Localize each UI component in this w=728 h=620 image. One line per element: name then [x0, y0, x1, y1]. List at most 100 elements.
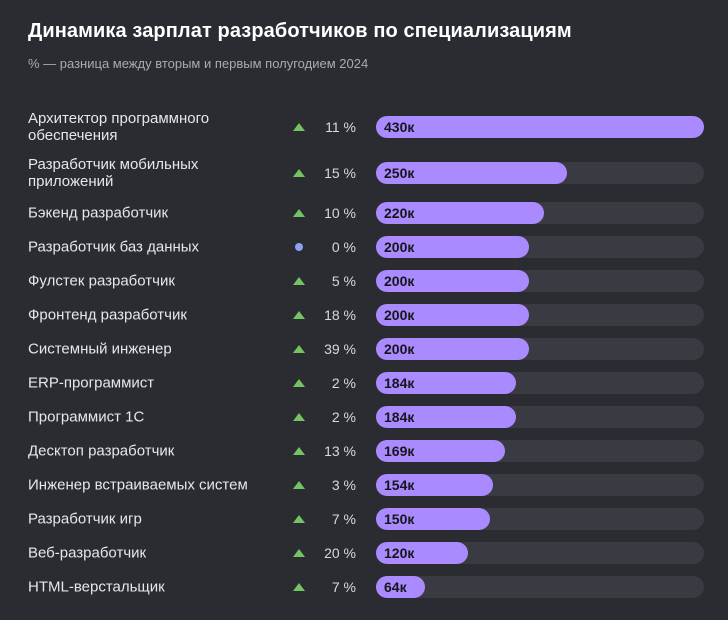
change-percent: 13 %	[324, 443, 356, 459]
bar-row: Десктоп разработчик 13 % 169к	[0, 434, 728, 468]
change-indicator	[292, 343, 306, 355]
change-indicator	[292, 121, 306, 133]
category-label: Десктоп разработчик	[28, 443, 290, 460]
change-percent: 18 %	[324, 307, 356, 323]
bar: 430к	[376, 116, 704, 138]
change-indicator	[292, 167, 306, 179]
bar-value-label: 150к	[384, 511, 415, 527]
change-percent: 20 %	[324, 545, 356, 561]
bar-value-label: 220к	[384, 205, 415, 221]
category-label-line: обеспечения	[28, 127, 118, 144]
bar-value-label: 154к	[384, 477, 415, 493]
change-indicator	[292, 445, 306, 457]
bar-track: 430к	[376, 116, 704, 138]
chart-rows: Архитектор программного обеспечения 11 % 43…	[0, 104, 728, 604]
change-percent: 10 %	[324, 205, 356, 221]
bar-row: Фулстек разработчик 5 % 200к	[0, 264, 728, 298]
chart-subtitle: % — разница между вторым и первым полуго…	[28, 56, 369, 71]
bar-value-label: 200к	[384, 341, 415, 357]
change-indicator	[292, 377, 306, 389]
bar: 184к	[376, 372, 516, 394]
bar-row: Бэкенд разработчик 10 % 220к	[0, 196, 728, 230]
bar: 200к	[376, 236, 529, 258]
category-label: Фронтенд разработчик	[28, 307, 290, 324]
bar-value-label: 430к	[384, 119, 415, 135]
triangle-up-icon	[293, 209, 305, 217]
bar: 200к	[376, 304, 529, 326]
bar-track: 200к	[376, 304, 704, 326]
triangle-up-icon	[293, 515, 305, 523]
category-label-line: Десктоп разработчик	[28, 442, 175, 460]
bar: 120к	[376, 542, 468, 564]
category-label: Программист 1С	[28, 409, 290, 426]
bar: 64к	[376, 576, 425, 598]
bar: 250к	[376, 162, 567, 184]
bar-track: 250к	[376, 162, 704, 184]
change-indicator	[292, 207, 306, 219]
bar: 150к	[376, 508, 490, 530]
bar: 184к	[376, 406, 516, 428]
change-indicator	[292, 411, 306, 423]
bar-row: HTML-верстальщик 7 % 64к	[0, 570, 728, 604]
change-percent: 7 %	[331, 511, 356, 527]
category-label-line: Разработчик мобильных	[28, 156, 199, 173]
category-label-line: Бэкенд разработчик	[28, 204, 169, 222]
bar-value-label: 184к	[384, 409, 415, 425]
category-label: Фулстек разработчик	[28, 273, 290, 290]
category-label: Инженер встраиваемых систем	[28, 477, 290, 494]
change-indicator	[292, 275, 306, 287]
bar-value-label: 120к	[384, 545, 415, 561]
bar-row: ERP-программист 2 % 184к	[0, 366, 728, 400]
bar-track: 150к	[376, 508, 704, 530]
bar-track: 184к	[376, 372, 704, 394]
triangle-up-icon	[293, 345, 305, 353]
triangle-up-icon	[293, 549, 305, 557]
category-label-line: Разработчик баз данных	[28, 238, 200, 256]
change-percent: 2 %	[331, 375, 356, 391]
bar: 200к	[376, 270, 529, 292]
bar-track: 200к	[376, 236, 704, 258]
bar-track: 64к	[376, 576, 704, 598]
triangle-up-icon	[293, 583, 305, 591]
bar-row: Разработчик игр 7 % 150к	[0, 502, 728, 536]
category-label-line: Архитектор программного	[28, 110, 210, 127]
category-label-line: ERP-программист	[28, 374, 155, 392]
change-indicator	[292, 547, 306, 559]
bar-value-label: 200к	[384, 307, 415, 323]
bar: 220к	[376, 202, 544, 224]
bar-row: Веб-разработчик 20 % 120к	[0, 536, 728, 570]
category-label-line: Веб-разработчик	[28, 544, 147, 562]
triangle-up-icon	[293, 481, 305, 489]
triangle-up-icon	[293, 277, 305, 285]
change-percent: 5 %	[331, 273, 356, 289]
bar-track: 120к	[376, 542, 704, 564]
bar-value-label: 250к	[384, 165, 415, 181]
category-label-line: Фронтенд разработчик	[28, 306, 187, 324]
bar: 169к	[376, 440, 505, 462]
bar-track: 169к	[376, 440, 704, 462]
bar-track: 200к	[376, 270, 704, 292]
chart-title: Динамика зарплат разработчиков по специа…	[28, 20, 572, 42]
category-label-line: HTML-верстальщик	[28, 578, 165, 596]
bar-row: Инженер встраиваемых систем 3 % 154к	[0, 468, 728, 502]
category-label: Разработчик баз данных	[28, 239, 290, 256]
triangle-up-icon	[293, 413, 305, 421]
bar-track: 184к	[376, 406, 704, 428]
category-label: Системный инженер	[28, 341, 290, 358]
bar-value-label: 64к	[384, 579, 407, 595]
bar-value-label: 200к	[384, 239, 415, 255]
category-label-line: Системный инженер	[28, 340, 172, 358]
triangle-up-icon	[293, 169, 305, 177]
category-label: Разработчик мобильных приложений	[28, 156, 290, 190]
bar-row: Разработчик баз данных 0 % 200к	[0, 230, 728, 264]
bar-track: 154к	[376, 474, 704, 496]
change-indicator	[292, 581, 306, 593]
triangle-up-icon	[293, 447, 305, 455]
category-label-line: Программист 1С	[28, 408, 145, 426]
category-label-line: Разработчик игр	[28, 510, 142, 528]
change-percent: 15 %	[324, 165, 356, 181]
change-percent: 39 %	[324, 341, 356, 357]
change-indicator	[292, 241, 306, 253]
bar-track: 220к	[376, 202, 704, 224]
